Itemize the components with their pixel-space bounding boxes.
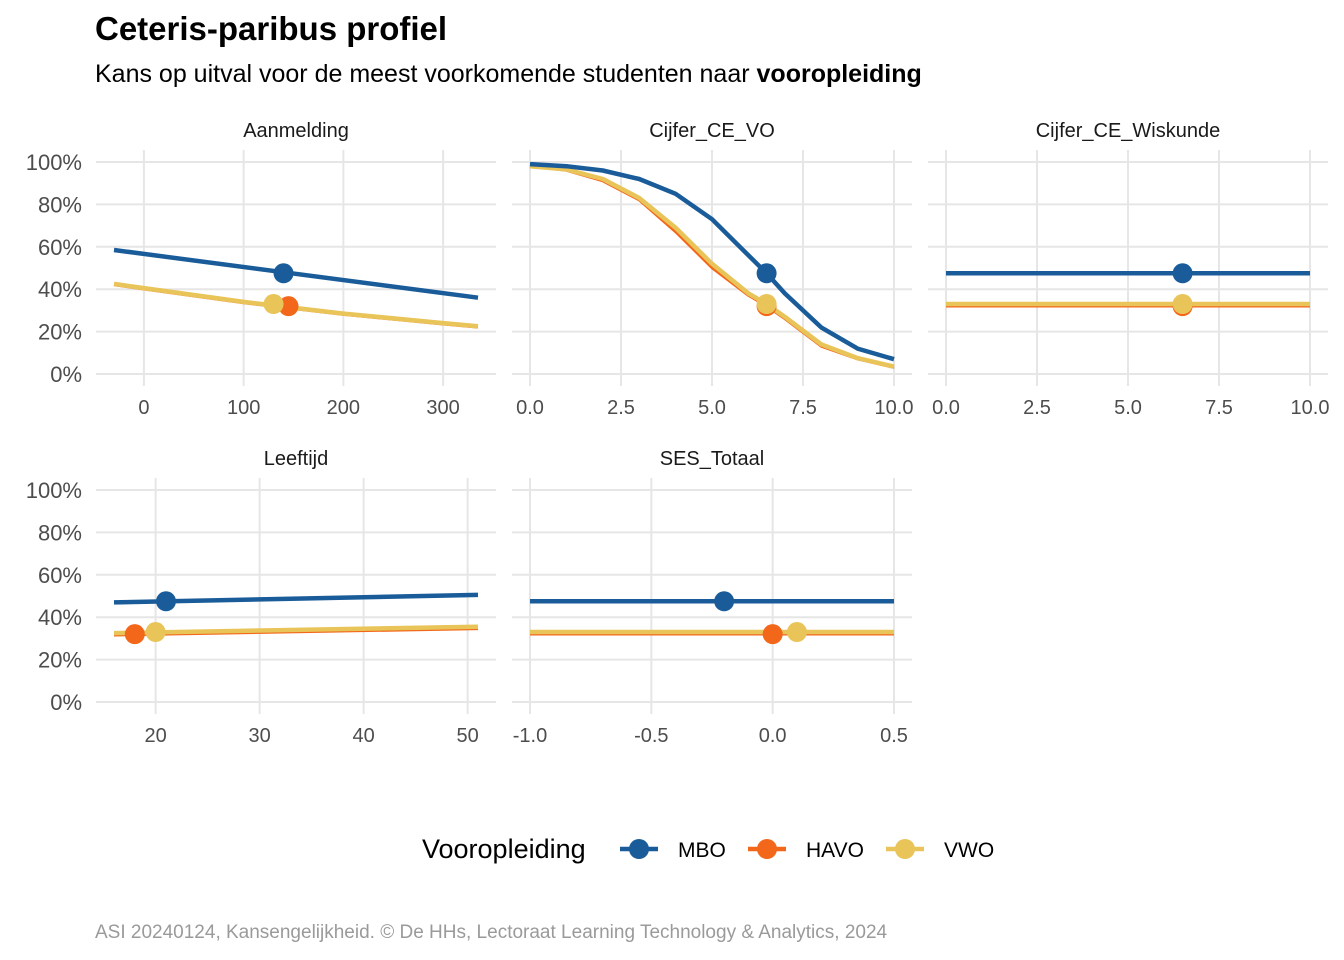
facet-panel-aanmelding: 0% 20% 40% 60% 80% 100% 0 100 200 300 Aanmelding bbox=[26, 120, 496, 419]
x-tick-label: 50 bbox=[456, 725, 478, 747]
x-tick-label: 0.0 bbox=[759, 725, 787, 747]
data-point-havo bbox=[124, 624, 145, 645]
x-tick-label: 200 bbox=[327, 397, 360, 419]
x-tick-label: 7.5 bbox=[1205, 397, 1233, 419]
data-point-vwo bbox=[786, 622, 807, 643]
x-tick-label: 7.5 bbox=[789, 397, 817, 419]
y-tick-label: 0% bbox=[50, 362, 82, 387]
y-tick-label: 80% bbox=[38, 192, 82, 217]
series-line-mbo bbox=[529, 161, 895, 362]
facet-label: Aanmelding bbox=[243, 120, 349, 142]
x-tick-label: 0.5 bbox=[880, 725, 908, 747]
y-tick-label: 20% bbox=[38, 648, 82, 673]
x-tick-label: 20 bbox=[144, 725, 166, 747]
y-tick-label: 40% bbox=[38, 605, 82, 630]
data-point-vwo bbox=[756, 294, 777, 315]
legend-key-point bbox=[629, 839, 649, 859]
y-tick-label: 60% bbox=[38, 235, 82, 260]
x-tick-label: 300 bbox=[426, 397, 459, 419]
data-point-vwo bbox=[263, 294, 284, 315]
y-tick-label: 100% bbox=[26, 478, 82, 503]
data-point-havo bbox=[278, 296, 299, 317]
legend-key-point bbox=[757, 839, 777, 859]
chart-title: Ceteris-paribus profiel bbox=[95, 10, 448, 47]
x-tick-label: -0.5 bbox=[634, 725, 668, 747]
legend-item-mbo: MBO bbox=[620, 839, 726, 862]
facet-label: SES_Totaal bbox=[660, 448, 765, 470]
chart-subtitle: Kans op uitval voor de meest voorkomende… bbox=[95, 60, 922, 89]
data-point-mbo bbox=[273, 263, 294, 284]
data-point-mbo bbox=[714, 591, 735, 612]
legend-label: MBO bbox=[678, 839, 726, 862]
x-tick-label: -1.0 bbox=[513, 725, 547, 747]
facet-panel-leeftijd: 0% 20% 40% 60% 80% 100% 20 30 40 50 Leeftijd bbox=[26, 448, 496, 747]
facet-label: Leeftijd bbox=[264, 448, 329, 470]
data-point-mbo bbox=[156, 591, 176, 612]
legend-key-point bbox=[895, 839, 915, 859]
x-tick-label: 10.0 bbox=[875, 397, 914, 419]
y-tick-label: 40% bbox=[38, 277, 82, 302]
y-tick-label: 80% bbox=[38, 520, 82, 545]
legend-item-havo: HAVO bbox=[748, 839, 864, 862]
x-tick-label: 0.0 bbox=[932, 397, 960, 419]
x-tick-label: 100 bbox=[227, 397, 260, 419]
facet-panel-cijfer-ce-vo: 0.0 2.5 5.0 7.5 10.0 Cijfer_CE_VO bbox=[512, 120, 913, 419]
subtitle-text: Kans op uitval voor de meest voorkomende… bbox=[95, 60, 757, 88]
legend-item-vwo: VWO bbox=[886, 839, 994, 862]
x-tick-label: 40 bbox=[352, 725, 374, 747]
data-point-havo bbox=[762, 624, 783, 645]
facet-panel-ses-totaal: -1.0 -0.5 0.0 0.5 SES_Totaal bbox=[512, 448, 912, 747]
data-point-vwo bbox=[1172, 294, 1193, 315]
facet-panel-cijfer-ce-wiskunde: 0.0 2.5 5.0 7.5 10.0 Cijfer_CE_Wiskunde bbox=[928, 120, 1329, 419]
facet-label: Cijfer_CE_VO bbox=[649, 120, 775, 142]
y-tick-label: 20% bbox=[38, 320, 82, 345]
series-line-vwo bbox=[529, 163, 895, 369]
data-point-mbo bbox=[756, 263, 777, 284]
subtitle-bold: vooropleiding bbox=[756, 60, 922, 88]
legend-label: VWO bbox=[944, 839, 994, 862]
data-point-vwo bbox=[145, 622, 166, 643]
x-tick-label: 5.0 bbox=[698, 397, 726, 419]
series-line-mbo bbox=[113, 247, 479, 300]
facet-label: Cijfer_CE_Wiskunde bbox=[1036, 120, 1221, 142]
x-tick-label: 0.0 bbox=[516, 397, 544, 419]
x-tick-label: 2.5 bbox=[607, 397, 635, 419]
x-tick-label: 10.0 bbox=[1291, 397, 1330, 419]
y-tick-label: 100% bbox=[26, 150, 82, 175]
x-tick-label: 0 bbox=[138, 397, 149, 419]
chart-caption: ASI 20240124, Kansengelijkheid. © De HHs… bbox=[95, 922, 888, 943]
x-tick-label: 5.0 bbox=[1114, 397, 1142, 419]
data-point-mbo bbox=[1172, 263, 1193, 284]
y-tick-label: 0% bbox=[50, 690, 82, 715]
legend-label: HAVO bbox=[806, 839, 864, 862]
series-line-vwo bbox=[113, 624, 479, 636]
legend: Vooropleiding MBO HAVO VWO bbox=[422, 834, 994, 864]
legend-title: Vooropleiding bbox=[422, 834, 586, 864]
y-tick-label: 60% bbox=[38, 563, 82, 588]
x-tick-label: 30 bbox=[248, 725, 270, 747]
x-tick-label: 2.5 bbox=[1023, 397, 1051, 419]
